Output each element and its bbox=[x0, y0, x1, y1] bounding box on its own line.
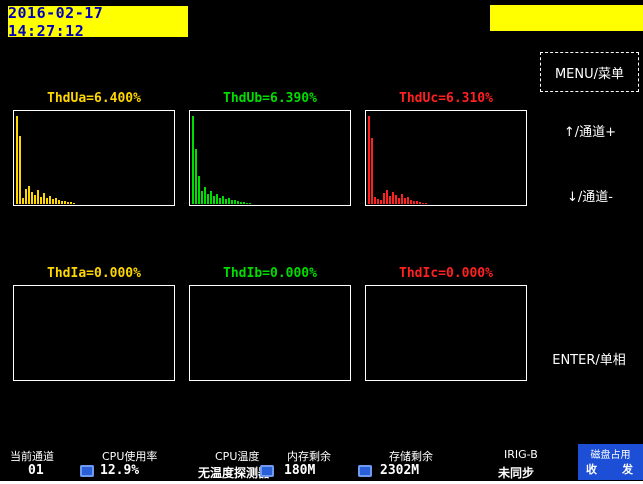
chart-thduc-plot bbox=[365, 110, 527, 206]
irig-label: IRIG-B bbox=[504, 448, 538, 461]
chart-thdib-title: ThdIb=0.000% bbox=[223, 266, 317, 281]
bottom-divider bbox=[0, 481, 643, 484]
chart-thdua-title: ThdUa=6.400% bbox=[47, 91, 141, 106]
enter-button[interactable]: ENTER/单相 bbox=[552, 353, 626, 368]
chart-thdic: ThdIc=0.000% bbox=[365, 263, 527, 381]
chart-thdib-plot bbox=[189, 285, 351, 381]
channel-label: 当前通道 bbox=[10, 450, 54, 463]
status-bar: 当前通道 01 CPU使用率 12.9% CPU温度 无温度探测器 内存剩余 1… bbox=[0, 444, 643, 481]
cpu-usage-label: CPU使用率 bbox=[102, 450, 158, 463]
chart-thdic-title: ThdIc=0.000% bbox=[399, 266, 493, 281]
chart-thduc-title: ThdUc=6.310% bbox=[399, 91, 493, 106]
chart-thdua-plot bbox=[13, 110, 175, 206]
cpu-usage-value: 12.9% bbox=[100, 463, 140, 478]
cpu-temp-value: 无温度探测器 bbox=[198, 466, 271, 480]
chart-thdib: ThdIb=0.000% bbox=[189, 263, 351, 381]
chart-thdia-title: ThdIa=0.000% bbox=[47, 266, 141, 281]
chart-thdub: ThdUb=6.390% bbox=[189, 88, 351, 206]
cpu-usage-icon bbox=[80, 465, 94, 477]
chart-thdub-title: ThdUb=6.390% bbox=[223, 91, 317, 106]
top-right-indicator bbox=[490, 5, 643, 31]
chart-thdia-plot bbox=[13, 285, 175, 381]
disk-usage-panel: 磁盘占用 收 发 bbox=[578, 444, 643, 480]
storage-label: 存储剩余 bbox=[389, 450, 433, 463]
disk-usage-title: 磁盘占用 bbox=[590, 450, 631, 461]
channel-down-button[interactable]: ↓/通道- bbox=[567, 190, 613, 205]
disk-rx-label: 收 bbox=[586, 463, 597, 476]
channel-value: 01 bbox=[28, 463, 44, 478]
storage-value: 2302M bbox=[380, 463, 420, 478]
memory-value: 180M bbox=[284, 463, 316, 478]
chart-thduc: ThdUc=6.310% bbox=[365, 88, 527, 206]
cpu-temp-label: CPU温度 bbox=[215, 450, 260, 463]
irig-value: 未同步 bbox=[498, 466, 535, 480]
storage-icon bbox=[358, 465, 372, 477]
chart-thdub-plot bbox=[189, 110, 351, 206]
chart-thdia: ThdIa=0.000% bbox=[13, 263, 175, 381]
channel-up-button[interactable]: ↑/通道+ bbox=[563, 125, 617, 140]
memory-icon bbox=[260, 465, 274, 477]
menu-button[interactable]: MENU/菜单 bbox=[540, 52, 639, 92]
datetime-text: 2016-02-17 14:27:12 bbox=[8, 3, 104, 40]
memory-label: 内存剩余 bbox=[287, 450, 331, 463]
chart-thdua: ThdUa=6.400% bbox=[13, 88, 175, 206]
disk-tx-label: 发 bbox=[622, 463, 633, 476]
datetime-banner: 2016-02-17 14:27:12 bbox=[8, 3, 188, 40]
chart-thdic-plot bbox=[365, 285, 527, 381]
